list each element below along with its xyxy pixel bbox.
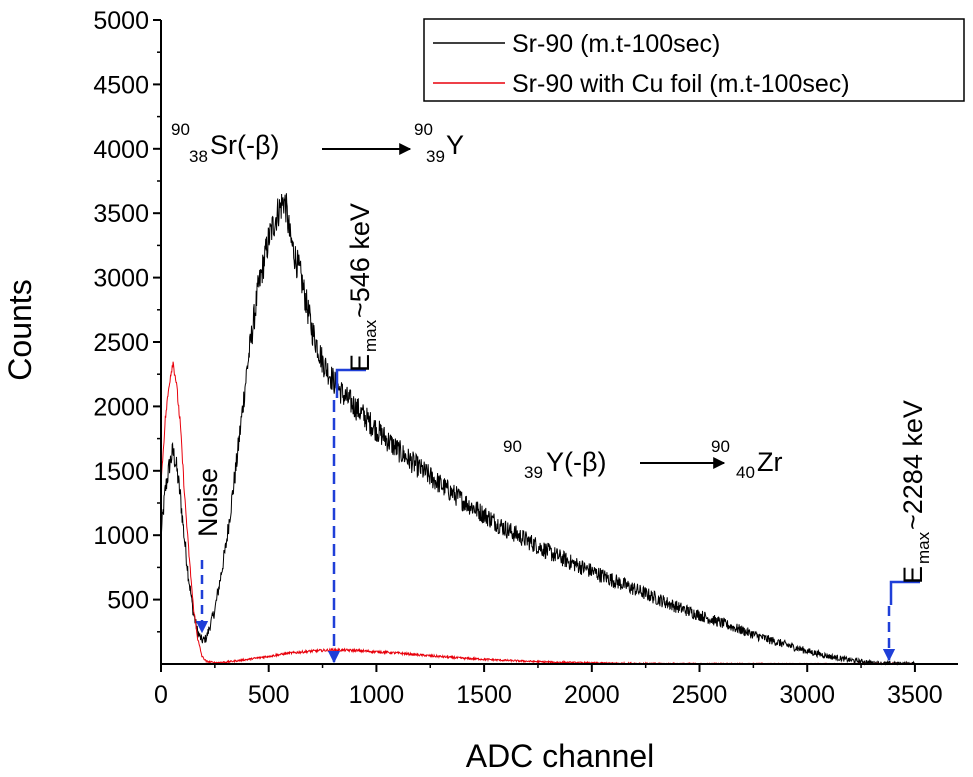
sr-label: Sr(-β) xyxy=(210,130,280,160)
y-tick-label: 4500 xyxy=(93,71,149,99)
y-atomic-number: 39 xyxy=(426,147,445,166)
y-tick-label: 1000 xyxy=(93,522,149,550)
emax-546-e: E xyxy=(345,354,375,372)
x-axis-title: ADC channel xyxy=(466,738,655,774)
x-tick-label: 1000 xyxy=(349,681,405,709)
y2-mass-number: 90 xyxy=(503,437,522,456)
x-tick-label: 2000 xyxy=(564,681,620,709)
zr-atomic-number: 40 xyxy=(736,463,755,482)
zr-mass-number: 90 xyxy=(711,437,730,456)
noise-label: Noise xyxy=(193,468,223,537)
emax-546-value: ~546 keV xyxy=(345,203,375,318)
y-tick-label: 2000 xyxy=(93,393,149,421)
x-tick-label: 2500 xyxy=(672,681,728,709)
line-sr90-cu xyxy=(160,361,916,666)
series-sr90-cu xyxy=(160,361,916,666)
axes: 0 500 1000 1500 2000 2500 3000 3500 500 1000 1500… xyxy=(93,7,958,709)
y-ticks: 500 1000 1500 2000 2500 3000 3500 4000 4500 5000 xyxy=(93,7,161,633)
x-tick-label: 500 xyxy=(248,681,290,709)
annotation-emax-2284: E max ~2284 keV xyxy=(882,400,933,662)
y-mass-number: 90 xyxy=(414,120,433,139)
x-ticks: 0 500 1000 1500 2000 2500 3000 3500 xyxy=(154,664,943,709)
y2-atomic-number: 39 xyxy=(524,463,543,482)
emax-2284-value: ~2284 keV xyxy=(898,400,928,530)
legend-label-sr90-cu: Sr-90 with Cu foil (m.t-100sec) xyxy=(512,70,850,98)
series-layer xyxy=(160,193,916,666)
legend-box xyxy=(423,18,965,102)
legend: Sr-90 (m.t-100sec) Sr-90 with Cu foil (m… xyxy=(423,18,965,102)
line-sr90 xyxy=(160,193,915,666)
emax-2284-sub: max xyxy=(914,531,933,564)
y2-label: Y(-β) xyxy=(546,447,607,477)
y-label: Y xyxy=(446,130,464,160)
y-tick-label: 1500 xyxy=(93,458,149,486)
annotation-noise: Noise xyxy=(193,468,223,634)
emax-546-sub: max xyxy=(361,319,380,352)
series-sr90 xyxy=(160,193,915,666)
y-tick-label: 3000 xyxy=(93,265,149,293)
y-tick-label: 2500 xyxy=(93,329,149,357)
x-tick-label: 1500 xyxy=(456,681,512,709)
y-tick-label: 500 xyxy=(107,587,149,615)
y-axis-title: Counts xyxy=(2,279,38,380)
sr-atomic-number: 38 xyxy=(189,147,208,166)
legend-label-sr90: Sr-90 (m.t-100sec) xyxy=(512,30,720,58)
emax-546-bracket xyxy=(335,368,366,398)
x-tick-label: 0 xyxy=(154,681,168,709)
x-tick-label: 3500 xyxy=(887,681,943,709)
emax-2284-bracket xyxy=(889,580,920,605)
x-tick-label: 3000 xyxy=(779,681,835,709)
y-tick-label: 4000 xyxy=(93,136,149,164)
annotation-emax-546: E max ~546 keV xyxy=(327,203,380,664)
sr-mass-number: 90 xyxy=(171,120,190,139)
y-tick-label: 5000 xyxy=(93,7,149,35)
annotation-sr-decay: 90 38 Sr(-β) 90 39 Y xyxy=(171,120,464,166)
zr-label: Zr xyxy=(757,447,782,477)
annotation-y-decay: 90 39 Y(-β) 90 40 Zr xyxy=(503,437,782,482)
emax-2284-e: E xyxy=(898,566,928,584)
y-tick-label: 3500 xyxy=(93,200,149,228)
